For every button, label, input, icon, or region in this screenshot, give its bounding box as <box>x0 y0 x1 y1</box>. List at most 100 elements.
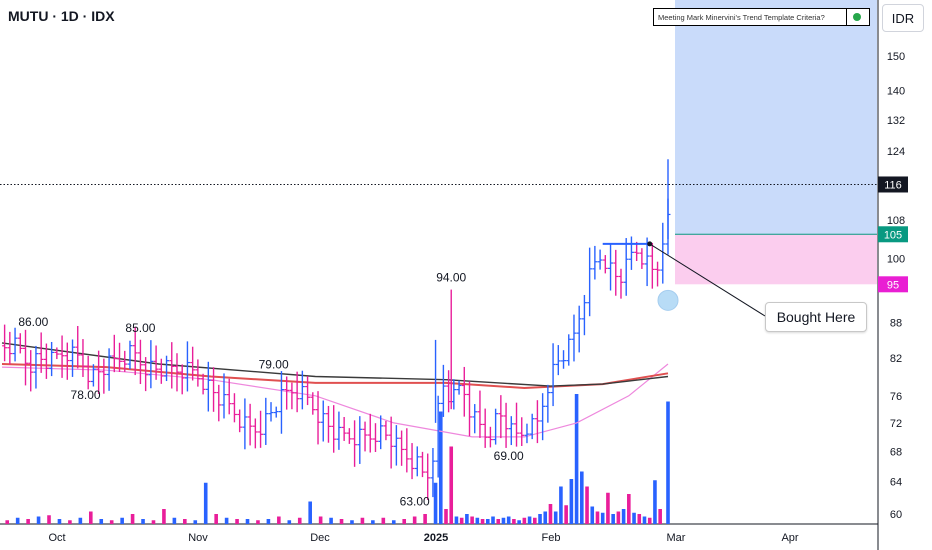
volume-bar <box>475 517 480 524</box>
volume-bar <box>224 517 229 524</box>
y-tick-label: 132 <box>887 115 905 127</box>
volume-bar <box>564 505 568 524</box>
volume-bar <box>449 446 454 524</box>
y-tick-label: 64 <box>890 477 902 489</box>
volume-bar <box>120 517 124 524</box>
volume-bar <box>632 512 636 524</box>
volume-bar <box>533 517 537 524</box>
volume-bar <box>99 519 104 524</box>
stop-price-tag-bg <box>878 276 908 293</box>
volume-bar <box>606 492 610 524</box>
volume-bar <box>454 516 459 524</box>
x-tick-label: Nov <box>188 532 208 544</box>
badge-divider <box>845 9 847 25</box>
currency-button[interactable]: IDR <box>882 4 924 32</box>
stop-price-tag: 95 <box>887 279 899 291</box>
volume-bar <box>600 512 605 524</box>
volume-bar <box>203 482 208 524</box>
volume-bar <box>611 514 615 524</box>
y-tick-label: 140 <box>887 85 905 97</box>
volume-bar <box>162 509 166 524</box>
volume-bar <box>68 520 72 524</box>
volume-bar <box>183 519 187 524</box>
symbol-title[interactable]: MUTU · 1D · IDX <box>8 8 115 24</box>
entry-price-tag-bg <box>878 226 908 243</box>
volume-bar <box>543 511 548 524</box>
volume-bar <box>371 520 375 524</box>
callout-connector <box>649 243 766 317</box>
y-tick-label: 72 <box>890 418 902 430</box>
price-annotation: 86.00 <box>18 315 48 329</box>
price-annotation: 94.00 <box>436 271 466 285</box>
volume-bar <box>627 494 631 524</box>
volume-bar <box>637 514 642 524</box>
volume-bar <box>5 520 10 524</box>
volume-bar <box>480 519 485 524</box>
y-tick-label: 150 <box>887 51 905 63</box>
volume-bar <box>666 401 670 524</box>
volume-bar <box>172 517 177 524</box>
volume-bar <box>308 501 312 524</box>
volume-bar <box>57 519 62 524</box>
x-tick-label: Feb <box>542 532 561 544</box>
y-tick-label: 100 <box>887 254 905 266</box>
volume-bar <box>26 519 30 524</box>
volume-bar <box>151 520 156 524</box>
ma-short-line <box>1 363 669 438</box>
volume-bar <box>245 519 250 524</box>
volume-bar <box>360 517 365 524</box>
stop-zone <box>675 234 877 285</box>
volume-bar <box>433 482 438 524</box>
trend-template-badge[interactable]: Meeting Mark Minervini's Trend Template … <box>653 8 870 26</box>
volume-bar <box>329 517 333 524</box>
price-annotation: 63.00 <box>400 495 430 509</box>
volume-bar <box>512 519 516 524</box>
volume-bar <box>391 520 396 524</box>
volume-bar <box>78 517 83 524</box>
volume-bar <box>517 520 521 524</box>
price-annotation: 79.00 <box>259 357 289 371</box>
y-tick-label: 88 <box>890 318 902 330</box>
volume-bar <box>653 480 657 524</box>
x-tick-label: Apr <box>781 532 798 544</box>
volume-bar <box>647 517 652 524</box>
volume-bar <box>642 516 647 524</box>
volume-bar <box>585 486 589 524</box>
volume-bar <box>235 519 239 524</box>
volume-bar <box>15 517 20 524</box>
volume-bar <box>569 479 574 524</box>
volume-bar <box>491 516 495 524</box>
volume-bar <box>459 517 464 524</box>
volume-bar <box>496 519 501 524</box>
volume-bar <box>527 516 532 524</box>
price-annotation: 85.00 <box>125 321 155 335</box>
volume-bar <box>501 517 506 524</box>
volume-bar <box>109 520 114 524</box>
current-price-tag: 116 <box>884 179 902 191</box>
volume-bar <box>402 519 407 524</box>
volume-bar <box>574 394 579 524</box>
y-tick-label: 76 <box>890 391 902 403</box>
volume-bar <box>297 517 302 524</box>
volume-bar <box>580 471 584 524</box>
volume-bar <box>193 520 198 524</box>
volume-bar <box>266 519 271 524</box>
volume-bar <box>214 514 218 524</box>
volume-bar <box>256 520 260 524</box>
volume-bar <box>277 516 281 524</box>
volume-bar <box>381 517 386 524</box>
volume-bar <box>485 519 490 524</box>
volume-bar <box>438 411 443 524</box>
volume-bar <box>506 516 511 524</box>
ma-mid-line <box>1 363 669 390</box>
y-tick-label: 68 <box>890 446 902 458</box>
volume-bar <box>616 511 621 524</box>
volume-bar <box>350 520 354 524</box>
volume-bar <box>658 509 662 524</box>
volume-bar <box>595 511 600 524</box>
target-zone <box>675 0 877 235</box>
volume-bar <box>465 514 469 524</box>
volume-bar <box>339 519 344 524</box>
current-price-tag-bg <box>878 176 908 193</box>
